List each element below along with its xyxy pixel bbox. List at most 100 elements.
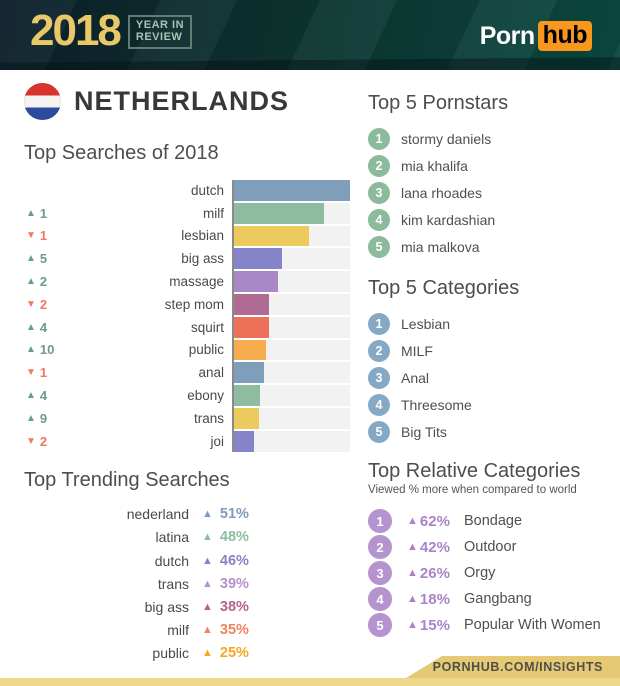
- pornhub-logo: Porn hub: [480, 21, 592, 51]
- rank-down-icon: ▼: [26, 230, 36, 242]
- pornstar-list-item-label: lana rhoades: [401, 185, 482, 201]
- search-term-label: squirt: [190, 319, 224, 335]
- year-in-review-badge: YEAR IN REVIEW: [127, 14, 193, 49]
- trending-search-value: ▲ 51%: [202, 506, 350, 522]
- trending-search-label: nederland: [126, 506, 189, 523]
- rank-up-icon: ▲: [26, 321, 36, 333]
- insights-url: PORNHUB.COM/INSIGHTS: [432, 660, 603, 674]
- relative-category-row: 3 ▲ 26% Orgy: [368, 561, 604, 585]
- trending-search-value: ▲ 39%: [202, 576, 350, 592]
- pornstar-list-item: 4 kim kardashian: [368, 209, 604, 231]
- rank-change-indicator: ▼ 1: [24, 365, 74, 380]
- rank-up-icon: ▲: [26, 390, 36, 402]
- trending-search-row: public ▲ 25%: [24, 642, 350, 665]
- relative-pct-value: 42%: [419, 538, 450, 556]
- relative-categories-title: Top Relative Categories: [368, 460, 581, 482]
- chart-row: ▲ 10 public: [24, 339, 350, 361]
- relative-up-icon: ▲: [407, 619, 418, 631]
- rank-badge: 5: [368, 236, 390, 258]
- search-term-label: joi: [210, 433, 224, 449]
- search-volume-bar: [232, 362, 264, 384]
- search-term-label: anal: [198, 365, 224, 381]
- trend-up-icon: ▲: [202, 624, 213, 637]
- search-volume-bar: [232, 293, 269, 315]
- search-term-label: lesbian: [181, 228, 224, 244]
- pornstar-list-item: 2 mia khalifa: [368, 155, 604, 177]
- search-term-label: dutch: [190, 182, 224, 198]
- bar-track: [232, 430, 350, 452]
- trending-search-label: latina: [155, 529, 189, 546]
- rank-badge: 4: [368, 209, 390, 231]
- chart-row: ▲ 5 big ass: [24, 248, 350, 270]
- rank-change-amount: 1: [39, 365, 48, 381]
- rank-change-amount: 9: [39, 410, 48, 426]
- category-list-item-label: Big Tits: [401, 424, 447, 440]
- rank-badge: 5: [368, 613, 392, 637]
- pornstar-list-item: 1 stormy daniels: [368, 128, 604, 150]
- pornstar-list-item-label: stormy daniels: [401, 131, 492, 147]
- category-list-item: 4 Threesome: [368, 394, 604, 416]
- rank-change-indicator: ▼ 2: [24, 434, 74, 449]
- rank-change-indicator: ▲ 10: [24, 342, 74, 357]
- category-list-item: 5 Big Tits: [368, 421, 604, 443]
- right-column: Top 5 Pornstars 1 stormy daniels 2 mia khal…: [368, 92, 604, 639]
- rank-change-indicator: ▲ 4: [24, 320, 74, 335]
- chart-row: ▲ 1 milf: [24, 202, 350, 224]
- chart-row: ▼ 2 joi: [24, 430, 350, 452]
- search-term-label: step mom: [164, 296, 224, 312]
- rank-badge: 3: [368, 561, 392, 585]
- relative-category-row: 4 ▲ 18% Gangbang: [368, 587, 604, 611]
- rank-change-amount: 2: [39, 274, 48, 290]
- rank-change-amount: 4: [39, 319, 48, 335]
- netherlands-flag-icon: [24, 82, 61, 120]
- bar-track: [232, 339, 350, 361]
- search-term-label: trans: [193, 410, 224, 426]
- pornstar-list-item-label: mia malkova: [401, 239, 480, 255]
- trending-search-label: dutch: [154, 552, 189, 569]
- footer-banner: PORNHUB.COM/INSIGHTS: [406, 656, 620, 678]
- top-searches-title: Top Searches of 2018: [24, 142, 219, 164]
- trend-up-icon: ▲: [202, 531, 213, 544]
- trending-search-value: ▲ 38%: [202, 599, 350, 615]
- rank-change-indicator: ▼ 1: [24, 228, 74, 243]
- rank-up-icon: ▲: [26, 344, 36, 356]
- rank-badge: 1: [368, 128, 390, 150]
- chart-row: ▼ 1 anal: [24, 362, 350, 384]
- rank-down-icon: ▼: [26, 367, 36, 379]
- relative-pct-value: 26%: [419, 564, 450, 582]
- app-header: 2018 YEAR IN REVIEW Porn hub: [0, 0, 620, 70]
- rank-change-amount: 10: [39, 342, 55, 358]
- trend-up-icon: ▲: [202, 577, 213, 590]
- country-name: NETHERLANDS: [74, 85, 290, 116]
- trending-search-value: ▲ 48%: [202, 529, 350, 545]
- rank-change-indicator: ▲ 1: [24, 206, 74, 221]
- top-pornstars-list: 1 stormy daniels 2 mia khalifa 3 lana rhoades…: [368, 128, 604, 258]
- pornstar-list-item: 5 mia malkova: [368, 236, 604, 258]
- relative-category-label: Gangbang: [464, 591, 532, 607]
- bar-track: [232, 225, 350, 247]
- trending-search-pct: 25%: [219, 645, 249, 662]
- year-label-line1: YEAR IN: [135, 18, 185, 31]
- rank-change-amount: 1: [39, 205, 48, 221]
- trending-search-pct: 38%: [219, 598, 249, 615]
- trending-search-label: public: [152, 645, 189, 662]
- relative-up-icon: ▲: [407, 593, 418, 605]
- bar-track: [232, 202, 350, 224]
- rank-badge: 3: [368, 182, 390, 204]
- relative-category-pct: ▲ 62%: [407, 513, 464, 530]
- relative-category-row: 1 ▲ 62% Bondage: [368, 509, 604, 533]
- category-list-item-label: Anal: [401, 370, 430, 386]
- trending-search-value: ▲ 35%: [202, 622, 350, 638]
- trending-search-pct: 48%: [219, 529, 249, 546]
- trending-searches-title: Top Trending Searches: [24, 468, 230, 491]
- chart-row: ▲ 2 massage: [24, 271, 350, 292]
- chart-axis-line: [232, 180, 234, 452]
- pornstar-list-item: 3 lana rhoades: [368, 182, 604, 204]
- trending-search-label: milf: [167, 622, 189, 639]
- relative-category-row: 5 ▲ 15% Popular With Women: [368, 613, 604, 637]
- rank-badge: 4: [368, 587, 392, 611]
- category-list-item: 2 MILF: [368, 340, 604, 362]
- rank-change-amount: 2: [39, 433, 48, 449]
- trending-search-label: trans: [157, 575, 189, 592]
- relative-categories-list: 1 ▲ 62% Bondage 2 ▲ 42% Outdoor 3 ▲ 26% Orgy 4 ▲ 18% Ga…: [368, 509, 604, 637]
